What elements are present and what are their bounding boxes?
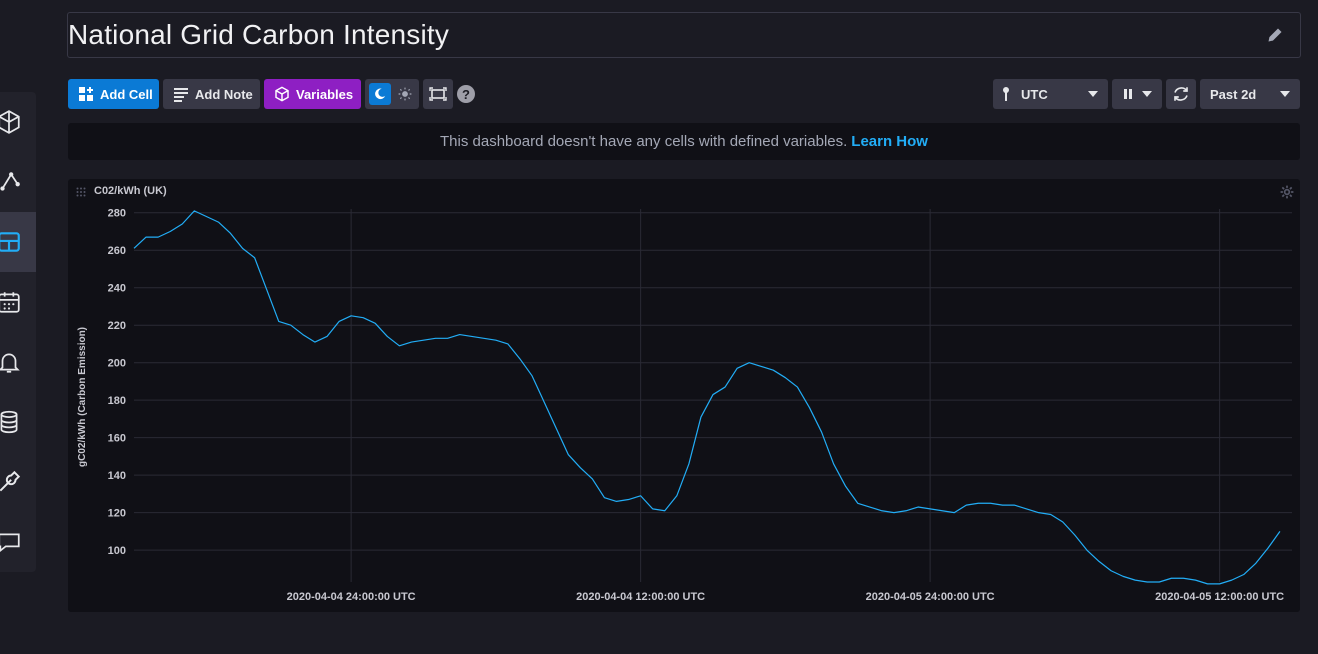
- edit-icon[interactable]: [1266, 26, 1284, 44]
- y-tick-label: 280: [108, 208, 126, 220]
- help-icon[interactable]: ?: [457, 85, 475, 103]
- x-tick-label: 2020-04-05 24:00:00 UTC: [866, 591, 995, 603]
- sidebar-item-alerts[interactable]: [0, 332, 36, 392]
- series-line: [133, 210, 1281, 585]
- x-tick-label: 2020-04-04 12:00:00 UTC: [576, 591, 705, 603]
- sidebar-item-tasks[interactable]: [0, 272, 36, 332]
- add-cell-label: Add Cell: [100, 86, 153, 102]
- gear-icon[interactable]: [1280, 185, 1294, 199]
- y-tick-label: 160: [108, 433, 126, 445]
- y-tick-label: 120: [108, 508, 126, 520]
- y-tick-label: 260: [108, 245, 126, 257]
- theme-toggle[interactable]: [365, 79, 419, 109]
- chevron-down-icon: [1142, 91, 1152, 97]
- add-cell-button[interactable]: Add Cell: [68, 79, 159, 109]
- line-chart: 100 120 140 160 180 200 220 240 260 280 2020-04-04…: [77, 208, 1292, 603]
- timezone-dropdown[interactable]: UTC: [993, 79, 1108, 109]
- variables-label: Variables: [296, 86, 354, 102]
- time-range-dropdown[interactable]: Past 2d: [1200, 79, 1300, 109]
- y-tick-label: 100: [108, 545, 126, 557]
- x-tick-label: 2020-04-04 24:00:00 UTC: [287, 591, 416, 603]
- pin-icon: [1003, 87, 1009, 101]
- variables-button[interactable]: Variables: [264, 79, 361, 109]
- bell-icon: [0, 353, 20, 373]
- fullscreen-icon: [429, 87, 447, 101]
- y-tick-label: 140: [108, 470, 126, 482]
- y-tick-label: 200: [108, 358, 126, 370]
- graph-icon: [0, 172, 20, 191]
- y-tick-label: 180: [108, 395, 126, 407]
- y-axis-label: gC02/kWh (Carbon Emission): [77, 327, 88, 467]
- database-icon: [0, 410, 18, 434]
- variables-notice: This dashboard doesn't have any cells wi…: [68, 123, 1300, 160]
- cell-title: C02/kWh (UK): [94, 185, 167, 197]
- sidebar-item-dashboards[interactable]: [0, 212, 36, 272]
- add-note-label: Add Note: [195, 86, 253, 102]
- presentation-mode-button[interactable]: [423, 79, 453, 109]
- cube-icon: [0, 110, 20, 134]
- moon-icon: [375, 88, 386, 100]
- page-title: National Grid Carbon Intensity: [68, 19, 450, 50]
- autorefresh-dropdown[interactable]: [1112, 79, 1162, 109]
- dashboard-title-field[interactable]: National Grid Carbon Intensity: [67, 12, 1301, 58]
- dashboard-cell: C02/kWh (UK) 100 120 140 160 180 200 220 240 260…: [68, 179, 1300, 612]
- y-tick-label: 240: [108, 283, 126, 295]
- chevron-down-icon: [1088, 91, 1098, 97]
- chevron-down-icon: [1280, 91, 1290, 97]
- calendar-icon: [0, 292, 20, 313]
- chat-icon: [0, 533, 20, 553]
- sidebar-item-explore[interactable]: [0, 152, 36, 212]
- light-mode-option[interactable]: [394, 83, 416, 105]
- sidebar-item-settings[interactable]: [0, 452, 36, 512]
- timezone-value: UTC: [1021, 86, 1048, 102]
- sidebar-item-data-explorer-icon-wrap[interactable]: [0, 92, 36, 152]
- add-cell-icon: [79, 87, 93, 101]
- sun-icon: [398, 87, 412, 101]
- add-note-icon: [174, 88, 188, 102]
- pause-icon: [1124, 89, 1132, 99]
- wrench-icon: [0, 470, 21, 492]
- y-tick-label: 220: [108, 320, 126, 332]
- x-tick-label: 2020-04-05 12:00:00 UTC: [1155, 591, 1284, 603]
- sidebar-item-feedback[interactable]: [0, 512, 36, 572]
- notice-text: This dashboard doesn't have any cells wi…: [440, 133, 848, 150]
- add-note-button[interactable]: Add Note: [163, 79, 260, 109]
- sidebar-nav: [0, 92, 36, 572]
- learn-how-link[interactable]: Learn How: [851, 133, 928, 150]
- dashboard-icon: [0, 232, 20, 252]
- time-range-value: Past 2d: [1210, 86, 1257, 102]
- dark-mode-option[interactable]: [369, 83, 391, 105]
- refresh-button[interactable]: [1166, 79, 1196, 109]
- drag-handle-icon[interactable]: [76, 187, 86, 197]
- variables-icon: [275, 86, 289, 102]
- sidebar-item-load-data[interactable]: [0, 392, 36, 452]
- refresh-icon: [1174, 87, 1188, 101]
